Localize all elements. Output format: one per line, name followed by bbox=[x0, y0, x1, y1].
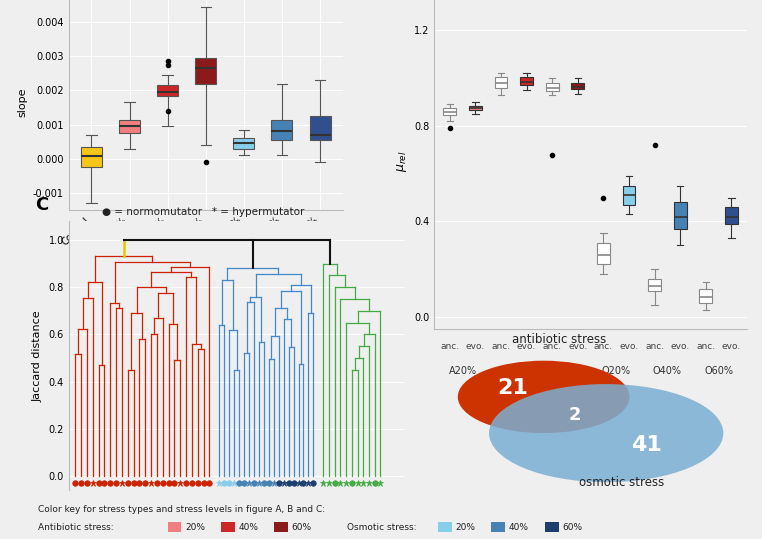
Text: O40%: O40% bbox=[653, 365, 682, 376]
Ellipse shape bbox=[489, 384, 723, 482]
Text: osmotic stress: osmotic stress bbox=[579, 476, 664, 489]
PathPatch shape bbox=[81, 147, 102, 168]
Text: evo.: evo. bbox=[722, 342, 741, 351]
Text: anc.: anc. bbox=[594, 342, 613, 351]
Text: evo.: evo. bbox=[620, 342, 639, 351]
Text: 21: 21 bbox=[497, 378, 528, 398]
Text: 60%: 60% bbox=[562, 523, 582, 531]
Text: A40%: A40% bbox=[500, 365, 528, 376]
PathPatch shape bbox=[725, 207, 738, 224]
Text: antibiotic stress: antibiotic stress bbox=[512, 333, 607, 345]
PathPatch shape bbox=[623, 185, 636, 205]
PathPatch shape bbox=[495, 77, 507, 88]
PathPatch shape bbox=[119, 120, 140, 133]
Text: evo.: evo. bbox=[517, 342, 536, 351]
Text: Antibiotic stress:: Antibiotic stress: bbox=[38, 523, 114, 531]
PathPatch shape bbox=[546, 83, 559, 91]
PathPatch shape bbox=[572, 83, 584, 89]
Text: 20%: 20% bbox=[185, 523, 205, 531]
Text: 60%: 60% bbox=[292, 523, 312, 531]
PathPatch shape bbox=[157, 85, 178, 95]
PathPatch shape bbox=[195, 58, 216, 84]
Text: evo.: evo. bbox=[671, 342, 690, 351]
Text: anc.: anc. bbox=[696, 342, 716, 351]
Text: Color key for stress types and stress levels in figure A, B and C:: Color key for stress types and stress le… bbox=[38, 505, 325, 514]
PathPatch shape bbox=[443, 108, 456, 115]
Text: O60%: O60% bbox=[704, 365, 733, 376]
Text: evo.: evo. bbox=[466, 342, 485, 351]
Text: anc.: anc. bbox=[645, 342, 664, 351]
Text: anc.: anc. bbox=[491, 342, 511, 351]
Y-axis label: Jaccard distance: Jaccard distance bbox=[33, 310, 43, 402]
PathPatch shape bbox=[648, 279, 661, 291]
Text: O20%: O20% bbox=[601, 365, 631, 376]
Y-axis label: $\mu_{rel}$: $\mu_{rel}$ bbox=[395, 151, 408, 172]
Ellipse shape bbox=[458, 361, 629, 433]
Text: A20%: A20% bbox=[449, 365, 476, 376]
Text: C: C bbox=[35, 196, 48, 214]
Text: Osmotic stress:: Osmotic stress: bbox=[347, 523, 416, 531]
PathPatch shape bbox=[233, 139, 255, 149]
Y-axis label: slope: slope bbox=[18, 88, 27, 117]
Text: anc.: anc. bbox=[543, 342, 562, 351]
PathPatch shape bbox=[469, 106, 482, 110]
PathPatch shape bbox=[271, 120, 293, 140]
Text: 41: 41 bbox=[632, 435, 662, 455]
PathPatch shape bbox=[597, 243, 610, 264]
PathPatch shape bbox=[674, 202, 687, 229]
Text: 40%: 40% bbox=[509, 523, 529, 531]
Text: 20%: 20% bbox=[456, 523, 475, 531]
Text: evo.: evo. bbox=[568, 342, 588, 351]
Text: ● = normomutator   * = hypermutator: ● = normomutator * = hypermutator bbox=[102, 207, 305, 217]
Text: A60%: A60% bbox=[551, 365, 579, 376]
Text: 2: 2 bbox=[568, 406, 581, 424]
Text: anc.: anc. bbox=[440, 342, 459, 351]
PathPatch shape bbox=[700, 289, 712, 302]
Text: 40%: 40% bbox=[239, 523, 258, 531]
PathPatch shape bbox=[309, 116, 331, 140]
PathPatch shape bbox=[520, 77, 533, 85]
